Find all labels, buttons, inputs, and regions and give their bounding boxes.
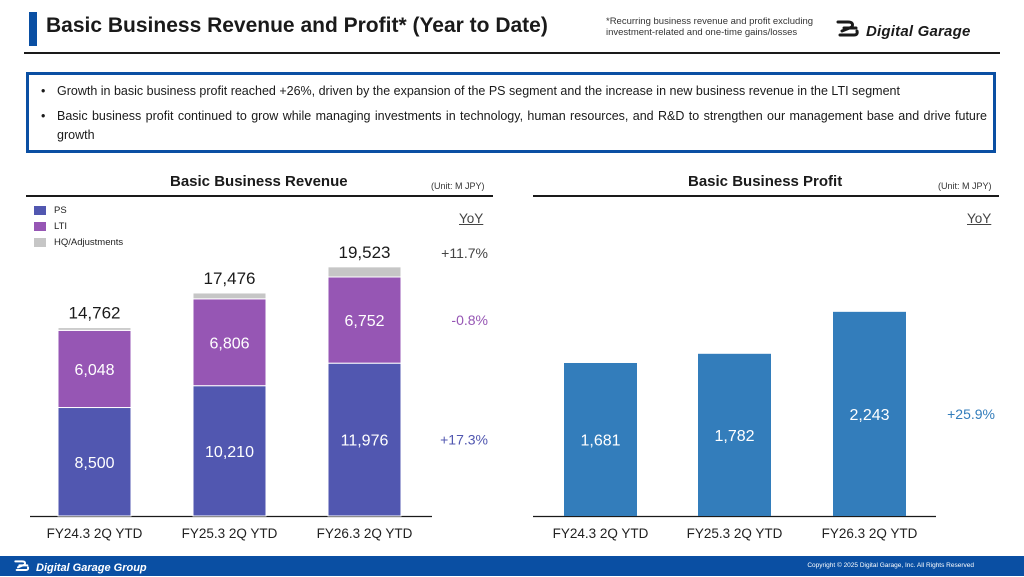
- profit-chart: 1,681 FY24.3 2Q YTD 1,782 FY25.3 2Q YTD 2,24…: [533, 311, 995, 541]
- profit-unit-label: (Unit: M JPY): [938, 181, 992, 191]
- legend-item-ps: PS: [34, 202, 123, 218]
- footer-bar: [0, 556, 1024, 576]
- bar-value-label: 1,782: [714, 428, 754, 445]
- bar-total-label: 14,762: [69, 304, 121, 323]
- bar-profit: [833, 311, 906, 516]
- yoy-value: +11.7%: [441, 245, 488, 261]
- page-title: Basic Business Revenue and Profit* (Year…: [46, 14, 548, 37]
- header-divider: [24, 52, 1000, 54]
- legend-swatch-lti: [34, 221, 46, 231]
- legend-item-lti: LTI: [34, 218, 123, 234]
- legend-label: PS: [54, 204, 67, 216]
- bar-total-label: 19,523: [339, 243, 391, 262]
- summary-bullet: Basic business profit continued to grow …: [41, 107, 987, 145]
- title-accent-bar: [29, 12, 37, 46]
- footnote-line-1: *Recurring business revenue and profit e…: [606, 16, 814, 27]
- title-footnote: *Recurring business revenue and profit e…: [606, 16, 813, 38]
- bar-lti: [57, 329, 132, 409]
- dg-logo-icon: [836, 20, 860, 43]
- revenue-legend: PS LTI HQ/Adjustments: [34, 202, 123, 250]
- x-tick-label: FY24.3 2Q YTD: [553, 526, 649, 541]
- legend-swatch-hq: [34, 237, 46, 247]
- bar-hq-adjustments: [57, 327, 132, 331]
- bar-value-label: 6,048: [74, 362, 114, 379]
- summary-bullet: Growth in basic business profit reached …: [41, 82, 992, 101]
- revenue-chart-title: Basic Business Revenue: [170, 173, 348, 190]
- x-tick-label: FY26.3 2Q YTD: [822, 526, 918, 541]
- bar-ps: [57, 407, 132, 517]
- revenue-chart-divider: [26, 195, 493, 197]
- profit-yoy-header: YoY: [967, 211, 992, 226]
- footnote-line-2: investment-related and one-time gains/lo…: [606, 27, 798, 38]
- footer-logo: Digital Garage Group: [14, 559, 147, 577]
- legend-item-hq: HQ/Adjustments: [34, 234, 123, 250]
- x-tick-label: FY26.3 2Q YTD: [317, 526, 413, 541]
- footer-logo-text: Digital Garage Group: [36, 562, 147, 574]
- company-logo: Digital Garage: [836, 20, 971, 43]
- yoy-value: -0.8%: [451, 312, 488, 328]
- legend-swatch-ps: [34, 205, 46, 215]
- bar-hq-adjustments: [192, 292, 267, 300]
- x-tick-label: FY25.3 2Q YTD: [182, 526, 278, 541]
- bar-value-label: 8,500: [74, 455, 114, 472]
- bar-lti: [327, 276, 402, 364]
- bar-value-label: 11,976: [341, 433, 389, 450]
- x-tick-label: FY24.3 2Q YTD: [47, 526, 143, 541]
- x-tick-label: FY25.3 2Q YTD: [687, 526, 783, 541]
- charts-canvas: 8,500 6,048 14,762 FY24.3 2Q YTD 10,210 6,806…: [30, 243, 995, 541]
- revenue-chart: 8,500 6,048 14,762 FY24.3 2Q YTD 10,210 6,806…: [30, 243, 488, 541]
- bar-profit: [564, 362, 637, 516]
- revenue-unit-label: (Unit: M JPY): [431, 181, 485, 191]
- revenue-yoy-header: YoY: [459, 211, 484, 226]
- bar-value-label: 10,210: [205, 444, 254, 461]
- bar-hq-adjustments: [327, 266, 402, 278]
- bar-value-label: 1,681: [580, 432, 620, 449]
- bar-profit: [698, 353, 771, 516]
- legend-label: HQ/Adjustments: [54, 236, 124, 248]
- logo-text: Digital Garage: [866, 23, 971, 40]
- bar-value-label: 6,752: [344, 313, 384, 330]
- dg-logo-icon: [14, 559, 30, 577]
- bar-lti: [192, 298, 267, 387]
- legend-label: LTI: [54, 220, 68, 232]
- copyright-text: Copyright © 2025 Digital Garage, Inc. Al…: [807, 562, 974, 569]
- bar-value-label: 6,806: [209, 335, 249, 352]
- yoy-value: +17.3%: [440, 432, 488, 448]
- profit-chart-divider: [533, 195, 999, 197]
- yoy-value: +25.9%: [947, 406, 995, 422]
- bar-total-label: 17,476: [204, 269, 256, 288]
- bar-ps: [192, 385, 267, 517]
- summary-box: Growth in basic business profit reached …: [26, 72, 996, 153]
- profit-chart-title: Basic Business Profit: [688, 173, 843, 190]
- bar-value-label: 2,243: [849, 407, 889, 424]
